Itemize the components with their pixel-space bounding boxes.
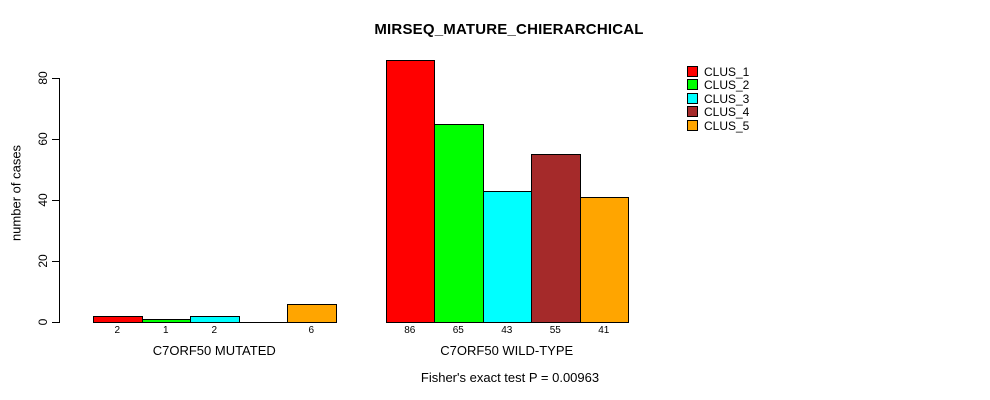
- legend-swatch-clus_4: [687, 106, 698, 118]
- legend-swatch-clus_1: [687, 66, 698, 77]
- bar-clus_4: [531, 154, 581, 323]
- bar-value-label: 41: [598, 325, 610, 336]
- bar-clus_5: [287, 304, 337, 323]
- category-label: C7ORF50 WILD-TYPE: [440, 343, 574, 358]
- bar-clus_2: [141, 319, 191, 323]
- bar-clus_2: [434, 124, 484, 323]
- y-tick: [52, 322, 59, 323]
- legend-label: CLUS_2: [704, 78, 750, 93]
- legend-swatch-clus_2: [687, 79, 698, 91]
- category-label: C7ORF50 MUTATED: [152, 343, 276, 358]
- bar-value-label: 2: [114, 325, 121, 336]
- bar-value-label: 1: [162, 325, 169, 336]
- legend-swatch-clus_3: [687, 92, 698, 104]
- bar-clus_1: [385, 60, 435, 323]
- y-tick-label: 80: [36, 71, 50, 85]
- chart-title: MIRSEQ_MATURE_CHIERARCHICAL: [374, 21, 644, 38]
- footnote: Fisher's exact test P = 0.00963: [420, 370, 600, 385]
- bar-value-label: 2: [211, 325, 218, 336]
- bar-clus_3: [482, 191, 532, 323]
- legend-label: CLUS_4: [704, 105, 750, 120]
- legend-label: CLUS_5: [704, 118, 750, 133]
- bar-value-label: 55: [549, 325, 561, 336]
- bar-value-label: 86: [404, 325, 416, 336]
- y-tick-label: 60: [36, 132, 50, 146]
- legend-swatch-clus_5: [687, 119, 698, 131]
- y-tick: [52, 200, 59, 201]
- y-tick-label: 0: [36, 318, 50, 326]
- bar-clus_5: [579, 197, 629, 323]
- y-tick-label: 40: [36, 193, 50, 207]
- bar-clus_4-zero: [238, 322, 288, 323]
- bar-clus_1: [93, 316, 143, 323]
- legend-label: CLUS_3: [704, 91, 750, 106]
- y-axis-label: number of cases: [8, 144, 24, 242]
- bar-value-label: 65: [452, 325, 464, 336]
- bar-value-label: 6: [308, 325, 315, 336]
- y-tick-label: 20: [36, 254, 50, 268]
- legend-label: CLUS_1: [704, 65, 750, 79]
- y-tick: [52, 261, 59, 262]
- bar-value-label: 43: [501, 325, 513, 336]
- y-tick: [52, 139, 59, 140]
- y-axis-line: [59, 78, 60, 323]
- legend: CLUS_1 CLUS_2 CLUS_3 CLUS_4 CLUS_5: [687, 65, 807, 146]
- y-tick: [52, 78, 59, 79]
- bar-clus_3: [190, 316, 240, 323]
